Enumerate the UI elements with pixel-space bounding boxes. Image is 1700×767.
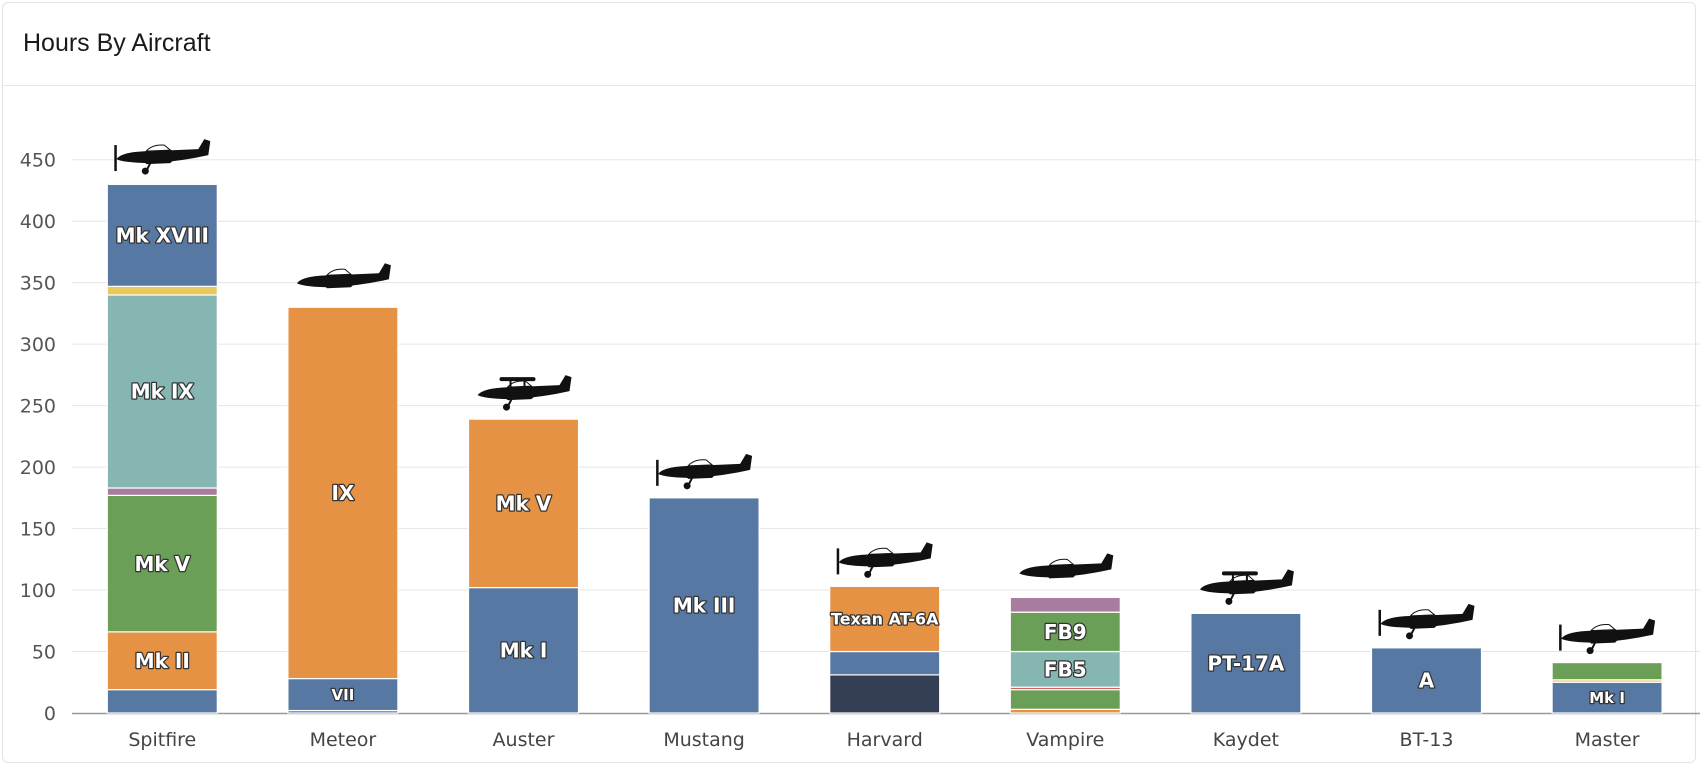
y-tick-label: 450	[20, 150, 56, 172]
segment-label: A	[1419, 669, 1435, 693]
harvard-silhouette-icon	[836, 542, 933, 578]
bar-auster: Mk I Mk V	[467, 418, 580, 714]
segment-label: Mk I	[500, 638, 548, 662]
segment-label: Mk V	[496, 492, 552, 516]
x-tick-label: Spitfire	[128, 729, 196, 751]
meteor-silhouette-icon	[296, 263, 391, 289]
x-tick-label: Vampire	[1026, 729, 1104, 751]
bar-segment	[106, 182, 218, 185]
x-tick-label: Kaydet	[1213, 729, 1279, 751]
bar-vampire: FB5 FB9	[1009, 596, 1121, 714]
bar-segment	[106, 631, 218, 691]
bar-segment	[1190, 612, 1302, 714]
bar-segment	[287, 306, 399, 680]
segment-label: Mk II	[135, 649, 190, 673]
bar-spitfire: Mk II Mk V Mk IX Mk XVIII	[106, 182, 218, 714]
bar-segment	[467, 418, 580, 589]
y-tick-label: 200	[20, 457, 56, 479]
bar-segment	[829, 650, 941, 676]
bar-segment	[1009, 650, 1121, 688]
bar-master: Mk I	[1551, 661, 1663, 714]
bar-segment	[106, 294, 218, 489]
x-tick-label: BT-13	[1400, 729, 1454, 751]
y-tick-label: 250	[20, 396, 56, 418]
bar-mustang: Mk III	[648, 497, 760, 714]
bar-segment	[287, 677, 399, 712]
segment-label: Texan AT-6A	[831, 610, 939, 629]
y-tick-label: 350	[20, 273, 56, 295]
segment-label: VII	[332, 686, 355, 704]
kaydet-silhouette-icon	[1199, 569, 1294, 605]
y-axis: 0 50 100 150 200 250 300 350 400 450	[20, 150, 56, 725]
card-header: Hours By Aircraft	[3, 3, 1695, 86]
mustang-silhouette-icon	[656, 453, 753, 490]
y-tick-label: 400	[20, 211, 56, 233]
segment-label: Mk I	[1589, 689, 1625, 707]
segment-label: FB5	[1044, 658, 1087, 682]
bar-segment	[829, 585, 941, 653]
bar-segment	[1551, 661, 1663, 681]
x-tick-label: Master	[1575, 729, 1640, 751]
bar-segment	[106, 487, 218, 496]
bar-segment	[106, 183, 218, 287]
bar-segment	[106, 689, 218, 714]
bt13-silhouette-icon	[1378, 603, 1475, 640]
segment-label: Mk III	[673, 594, 736, 618]
bar-segment	[106, 285, 218, 296]
segment-label: PT-17A	[1207, 651, 1284, 675]
master-silhouette-icon	[1559, 618, 1656, 655]
bar-segment	[1370, 647, 1483, 714]
bar-segment	[106, 494, 218, 633]
auster-silhouette-icon	[477, 375, 572, 411]
bar-segment	[1009, 689, 1121, 710]
y-tick-label: 150	[20, 519, 56, 541]
bar-segment	[1009, 596, 1121, 613]
x-axis: Spitfire Meteor Auster Mustang Harvard Vampir…	[128, 729, 1639, 751]
chart-title: Hours By Aircraft	[23, 29, 211, 57]
y-tick-label: 100	[20, 580, 56, 602]
segment-label: Mk XVIII	[116, 224, 209, 248]
segment-label: IX	[331, 481, 354, 505]
bar-bt-13: A	[1370, 647, 1483, 714]
bar-segment	[1009, 611, 1121, 653]
bar-segment	[648, 497, 760, 714]
segment-label: Mk V	[134, 552, 190, 576]
bar-meteor: VII IX	[287, 306, 399, 714]
x-tick-label: Mustang	[663, 729, 745, 751]
bar-kaydet: PT-17A	[1190, 612, 1302, 714]
vampire-silhouette-icon	[1019, 553, 1114, 579]
segment-label: Mk IX	[131, 380, 195, 404]
bar-segment	[467, 586, 580, 714]
x-tick-label: Meteor	[310, 729, 377, 751]
bar-harvard: Texan AT-6A	[829, 585, 941, 714]
bar-segment	[829, 674, 941, 714]
x-tick-label: Auster	[493, 729, 555, 751]
y-tick-label: 50	[32, 642, 56, 664]
spitfire-silhouette-icon	[114, 139, 211, 175]
x-tick-label: Harvard	[847, 729, 923, 751]
y-tick-label: 0	[44, 703, 56, 725]
y-tick-label: 300	[20, 334, 56, 356]
segment-label: FB9	[1044, 620, 1087, 644]
bar-segment	[1551, 681, 1663, 714]
